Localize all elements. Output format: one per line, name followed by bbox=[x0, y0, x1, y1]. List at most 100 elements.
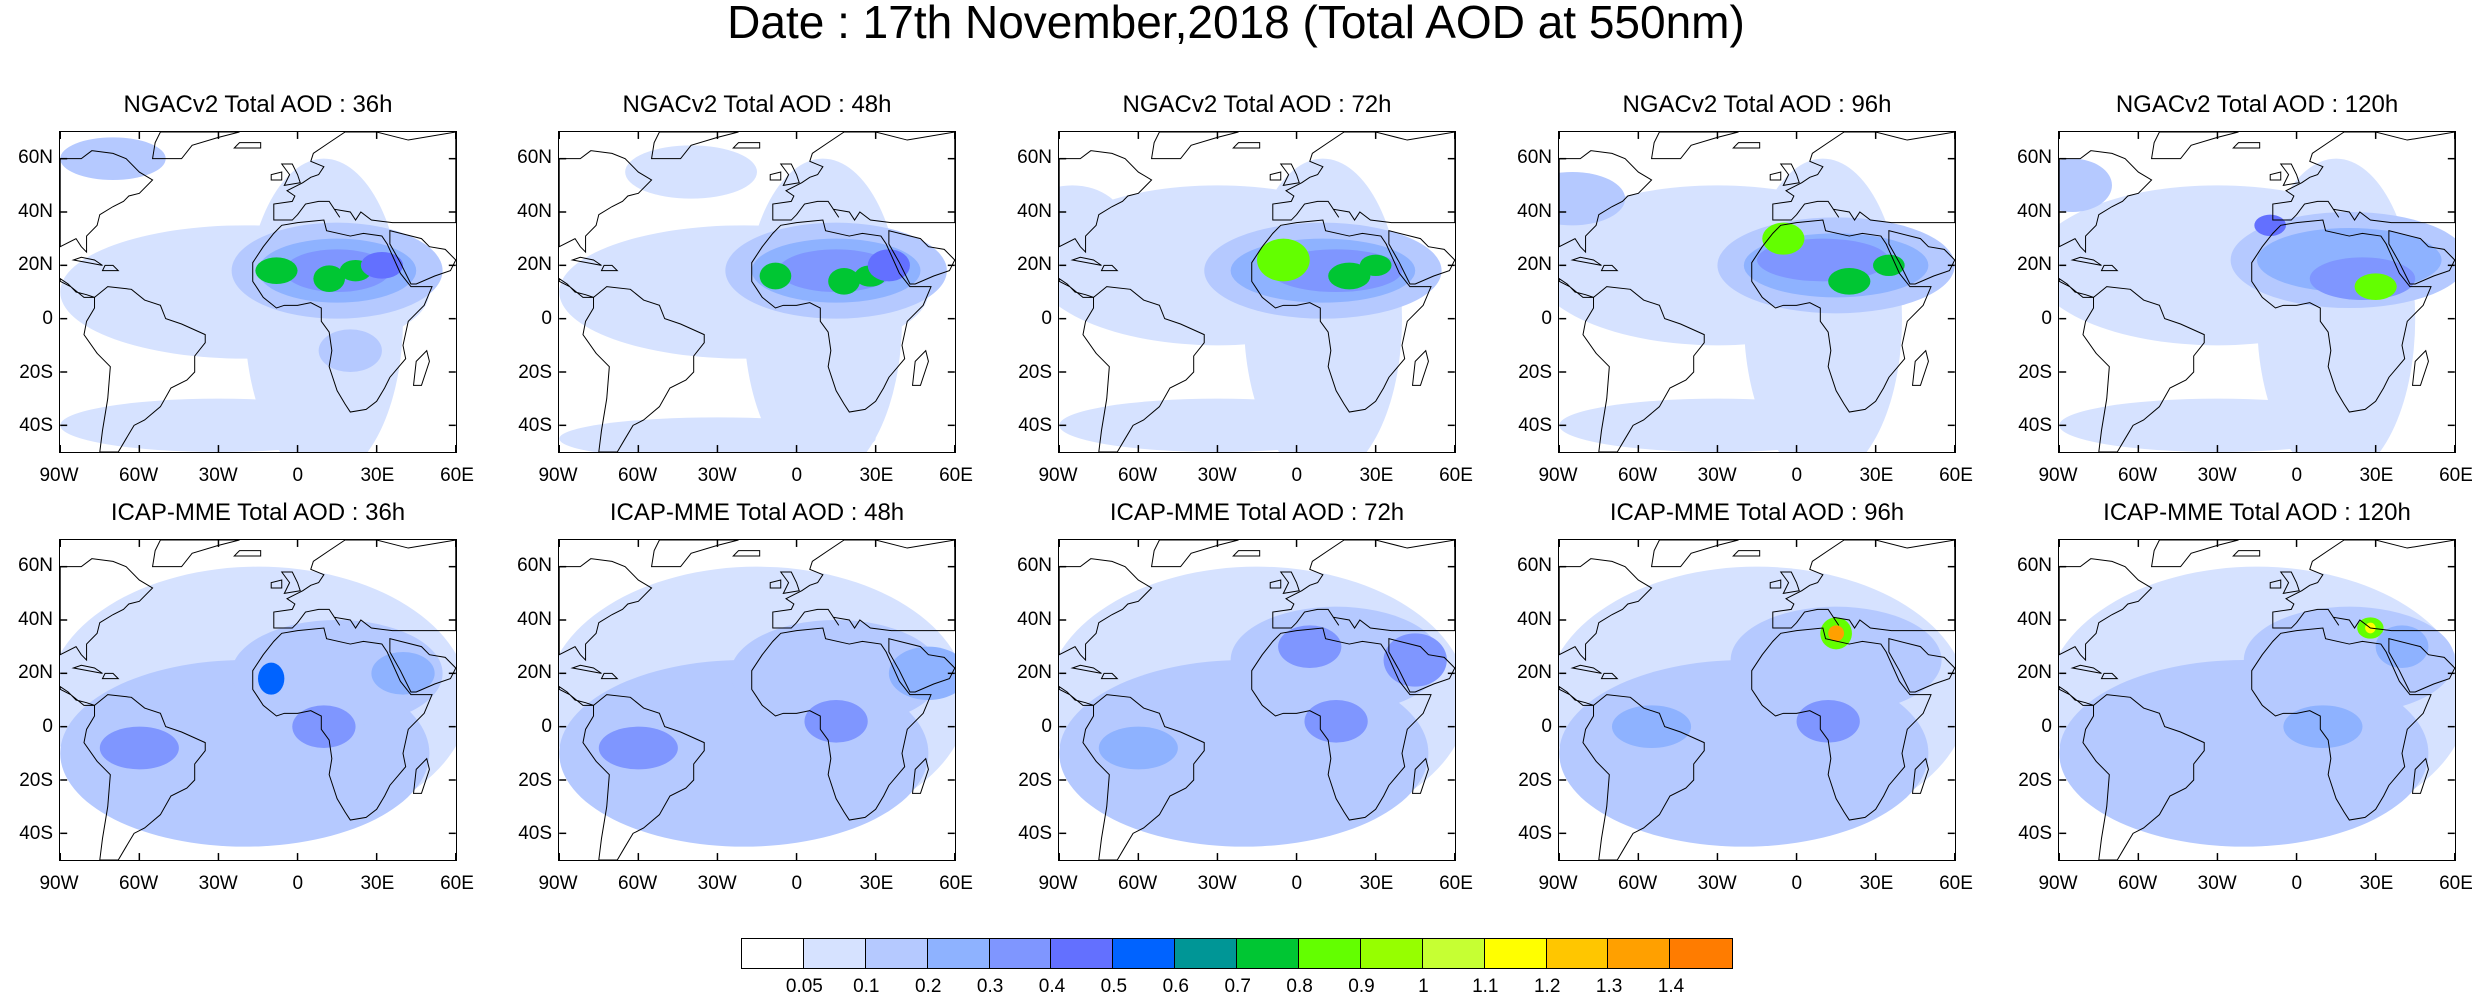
lon-tick-label: 0 bbox=[791, 465, 803, 486]
coastline bbox=[1070, 256, 1102, 266]
lat-tick-label: 60N bbox=[1017, 146, 1052, 168]
coastline bbox=[2411, 349, 2429, 386]
lon-tick-label: 30E bbox=[1359, 873, 1394, 894]
lat-tick-label: 40S bbox=[19, 415, 53, 437]
aod-contour bbox=[371, 652, 435, 695]
colorbar-label: 1.4 bbox=[1657, 976, 1685, 997]
coastline bbox=[1272, 132, 1455, 224]
aod-contour bbox=[1762, 222, 1805, 255]
coastline bbox=[1732, 550, 1761, 557]
coastline bbox=[732, 550, 761, 557]
lon-tick-label: 90W bbox=[538, 873, 578, 894]
lon-tick-label: 30W bbox=[198, 873, 238, 894]
lat-tick-label: 40N bbox=[1517, 200, 1552, 222]
lon-tick-label: 30W bbox=[697, 465, 737, 486]
coastline bbox=[1559, 558, 1653, 662]
map-panel: NGACv2 Total AOD : 96h 60N 40N 20N 0 20S 40S 90… bbox=[1517, 91, 1973, 486]
coastline bbox=[270, 171, 283, 181]
lon-tick-label: 60W bbox=[1618, 873, 1658, 894]
coastline bbox=[769, 579, 782, 589]
aod-contour bbox=[1098, 726, 1178, 770]
lat-tick-label: 40S bbox=[518, 823, 552, 845]
coastline bbox=[2411, 757, 2429, 794]
lat-tick-label: 40S bbox=[19, 823, 53, 845]
lat-tick-label: 40N bbox=[1017, 200, 1052, 222]
lon-tick-label: 0 bbox=[2291, 465, 2303, 486]
coastline bbox=[101, 672, 120, 680]
colorbar-swatch bbox=[1113, 939, 1176, 968]
coastline bbox=[2279, 163, 2300, 187]
aod-field bbox=[1059, 158, 1442, 452]
coastline bbox=[1232, 142, 1261, 149]
aod-map bbox=[1558, 131, 1956, 453]
coastline bbox=[1779, 571, 1800, 595]
coastline bbox=[1732, 142, 1761, 149]
lat-tick-label: 20N bbox=[18, 662, 53, 684]
lat-tick-label: 0 bbox=[1541, 307, 1552, 329]
coastline bbox=[2150, 540, 2239, 568]
aod-field bbox=[2059, 566, 2455, 847]
coastline bbox=[71, 664, 103, 674]
coastline bbox=[559, 150, 653, 254]
aod-contour bbox=[1304, 700, 1368, 743]
map-panel: ICAP-MME Total AOD : 72h 60N 40N 20N 0 20S 40S… bbox=[1017, 499, 1473, 894]
lon-tick-label: 60E bbox=[1939, 465, 1973, 486]
aod-field bbox=[559, 145, 947, 452]
lon-tick-label: 30E bbox=[360, 465, 395, 486]
lon-tick-label: 30E bbox=[1859, 465, 1894, 486]
lat-tick-label: 40N bbox=[2017, 200, 2052, 222]
lon-tick-label: 60W bbox=[119, 873, 159, 894]
aod-map bbox=[1558, 539, 1956, 861]
coastline bbox=[1269, 171, 1282, 181]
coastline bbox=[2082, 286, 2205, 452]
coastline bbox=[1279, 571, 1300, 595]
coastline bbox=[151, 132, 240, 160]
colorbar-swatch bbox=[1608, 939, 1671, 968]
coastline bbox=[582, 694, 705, 860]
lon-tick-label: 60W bbox=[2118, 873, 2158, 894]
aod-contour bbox=[2243, 606, 2455, 714]
coastline bbox=[772, 132, 955, 224]
coastline bbox=[1272, 540, 1455, 632]
lat-tick-label: 40N bbox=[18, 200, 53, 222]
lon-tick-label: 90W bbox=[1038, 465, 1078, 486]
coastline bbox=[1150, 132, 1239, 160]
lon-tick-label: 60E bbox=[2439, 465, 2472, 486]
lon-tick-label: 30E bbox=[1359, 465, 1394, 486]
coastline bbox=[2232, 142, 2261, 149]
coastline bbox=[570, 664, 602, 674]
lat-tick-label: 60N bbox=[517, 554, 552, 576]
colorbar-label: 0.2 bbox=[914, 976, 942, 997]
lon-tick-label: 30E bbox=[2359, 873, 2394, 894]
coastline bbox=[2269, 171, 2282, 181]
lon-tick-label: 30E bbox=[360, 873, 395, 894]
lon-tick-label: 60E bbox=[939, 873, 973, 894]
colorbar-swatch bbox=[803, 939, 866, 968]
map-panel: ICAP-MME Total AOD : 48h 60N 40N 20N 0 20S 40S… bbox=[517, 499, 973, 894]
lon-tick-label: 0 bbox=[292, 465, 304, 486]
coastline bbox=[911, 757, 929, 794]
aod-contour bbox=[313, 265, 346, 292]
coastline bbox=[2272, 540, 2455, 632]
panel-title: NGACv2 Total AOD : 48h bbox=[622, 91, 892, 118]
lat-tick-label: 0 bbox=[2041, 307, 2052, 329]
aod-contour bbox=[99, 726, 179, 770]
lat-tick-label: 20S bbox=[518, 361, 552, 383]
aod-contour bbox=[804, 700, 868, 743]
coastline bbox=[233, 142, 262, 149]
lon-tick-label: 90W bbox=[2038, 873, 2078, 894]
coastline bbox=[769, 171, 782, 181]
aod-field bbox=[60, 137, 443, 452]
aod-contour bbox=[625, 145, 757, 199]
colorbar-label: 1.2 bbox=[1533, 976, 1561, 997]
coastlines bbox=[2059, 540, 2455, 860]
lat-tick-label: 20N bbox=[2017, 662, 2052, 684]
coastline bbox=[233, 550, 262, 557]
lat-tick-label: 20N bbox=[517, 662, 552, 684]
aod-contour bbox=[318, 329, 382, 372]
lat-tick-label: 20N bbox=[517, 254, 552, 276]
coastline bbox=[1769, 171, 1782, 181]
map-panel: NGACv2 Total AOD : 72h 60N 40N 20N 0 20S 40S 90… bbox=[1017, 91, 1473, 486]
colorbar-label: 0.05 bbox=[785, 976, 823, 997]
coastline bbox=[1911, 757, 1929, 794]
